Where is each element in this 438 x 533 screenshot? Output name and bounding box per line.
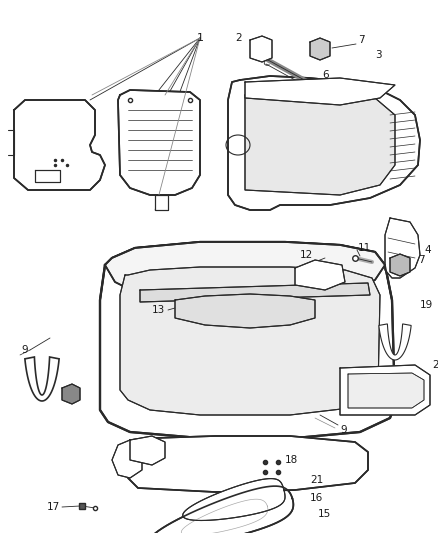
Text: 16: 16 bbox=[310, 493, 323, 503]
Text: 6: 6 bbox=[322, 70, 328, 80]
Polygon shape bbox=[25, 357, 59, 401]
Polygon shape bbox=[100, 242, 395, 438]
Text: 7: 7 bbox=[358, 35, 364, 45]
Polygon shape bbox=[310, 38, 330, 60]
Polygon shape bbox=[183, 479, 285, 521]
Text: 7: 7 bbox=[418, 255, 424, 265]
Polygon shape bbox=[118, 90, 200, 195]
Polygon shape bbox=[385, 218, 420, 278]
Polygon shape bbox=[149, 486, 293, 533]
Text: 15: 15 bbox=[318, 509, 331, 519]
Polygon shape bbox=[14, 100, 105, 190]
Polygon shape bbox=[379, 324, 411, 360]
Text: 9: 9 bbox=[21, 345, 28, 355]
Text: 17: 17 bbox=[47, 502, 60, 512]
Polygon shape bbox=[348, 373, 424, 408]
Text: 13: 13 bbox=[152, 305, 165, 315]
Polygon shape bbox=[140, 283, 370, 302]
Polygon shape bbox=[120, 267, 380, 415]
Text: 21: 21 bbox=[310, 475, 323, 485]
Polygon shape bbox=[130, 436, 165, 465]
Polygon shape bbox=[128, 436, 368, 492]
Text: 9: 9 bbox=[340, 425, 346, 435]
Polygon shape bbox=[245, 90, 395, 195]
Polygon shape bbox=[228, 76, 420, 210]
Polygon shape bbox=[62, 384, 80, 404]
Polygon shape bbox=[245, 78, 395, 105]
Text: 4: 4 bbox=[424, 245, 431, 255]
Text: 3: 3 bbox=[375, 50, 381, 60]
Polygon shape bbox=[340, 365, 430, 415]
Polygon shape bbox=[250, 36, 272, 62]
Polygon shape bbox=[295, 260, 345, 290]
Text: 18: 18 bbox=[285, 455, 298, 465]
Text: 1: 1 bbox=[197, 33, 204, 43]
Polygon shape bbox=[390, 254, 410, 276]
Polygon shape bbox=[35, 170, 60, 182]
Text: 12: 12 bbox=[300, 250, 313, 260]
Polygon shape bbox=[105, 242, 385, 300]
Polygon shape bbox=[175, 294, 315, 328]
Text: 11: 11 bbox=[358, 243, 371, 253]
Polygon shape bbox=[112, 440, 142, 478]
Text: 22: 22 bbox=[432, 360, 438, 370]
Text: 19: 19 bbox=[420, 300, 433, 310]
Text: 2: 2 bbox=[235, 33, 242, 43]
Polygon shape bbox=[155, 195, 168, 210]
